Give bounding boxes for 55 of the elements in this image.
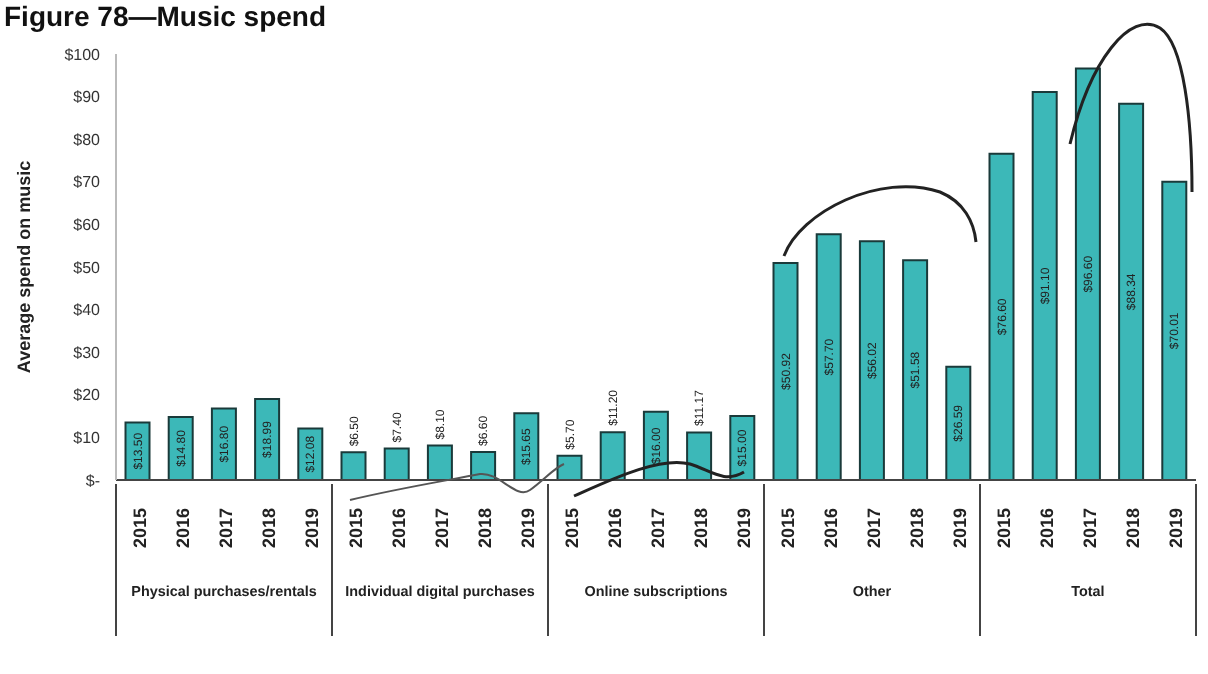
x-tick-label: 2018: [691, 507, 712, 549]
x-tick-label: 2015: [345, 507, 366, 549]
x-tick-label: 2016: [172, 507, 193, 549]
x-tick-label: 2018: [907, 507, 928, 549]
bar: [470, 450, 497, 480]
x-tick-label: 2015: [129, 507, 150, 549]
bar: [426, 444, 453, 480]
y-tick-label: $100: [64, 45, 102, 64]
x-tick-label: 2019: [518, 507, 539, 549]
x-tick-label: 2016: [1036, 507, 1057, 549]
bar: [556, 454, 583, 480]
bar: [340, 451, 367, 480]
x-tick-label: 2019: [950, 507, 971, 549]
y-tick-label: $30: [73, 343, 102, 362]
bar: [599, 431, 626, 480]
y-axis-title: Average spend on music: [14, 160, 35, 374]
bar: [1161, 180, 1188, 480]
x-tick-label: 2015: [777, 507, 798, 549]
x-tick-label: 2017: [1080, 507, 1100, 549]
x-tick-label: 2017: [432, 507, 452, 549]
x-tick-label: 2019: [1166, 507, 1187, 549]
x-tick-label: 2018: [475, 507, 496, 549]
x-tick-label: 2015: [561, 507, 582, 549]
x-tick-label: 2018: [259, 507, 280, 549]
x-tick-label: 2015: [993, 507, 1014, 549]
x-tick-label: 2016: [820, 507, 841, 549]
bar: [858, 240, 885, 480]
x-tick-label: 2017: [864, 507, 884, 549]
y-tick-label: $40: [73, 301, 102, 320]
y-tick-label: $90: [73, 88, 102, 107]
x-tick-label: 2016: [388, 507, 409, 549]
y-tick-label: $20: [73, 386, 102, 405]
bar: [945, 365, 972, 480]
y-tick-label: $-: [85, 471, 101, 490]
x-tick-label: 2019: [734, 507, 755, 549]
bar: [815, 233, 842, 480]
y-tick-label: $10: [73, 429, 102, 448]
x-tick-label: 2019: [302, 507, 323, 549]
bar: [902, 259, 929, 480]
bar: [1074, 67, 1101, 480]
bar: [988, 152, 1015, 480]
bar: [383, 447, 410, 480]
x-tick-label: 2017: [216, 507, 236, 549]
y-tick-label: $70: [73, 173, 102, 192]
y-tick-label: $80: [73, 130, 102, 149]
bar: [1031, 90, 1058, 480]
x-tick-label: 2017: [648, 507, 668, 549]
bar: [772, 262, 799, 480]
chart-title: Figure 78—Music spend: [4, 0, 327, 32]
x-tick-label: 2016: [604, 507, 625, 549]
bar: [1118, 102, 1145, 480]
y-tick-label: $50: [73, 258, 102, 277]
x-tick-label: 2018: [1123, 507, 1144, 549]
y-tick-label: $60: [73, 216, 102, 235]
bar: [686, 431, 713, 480]
